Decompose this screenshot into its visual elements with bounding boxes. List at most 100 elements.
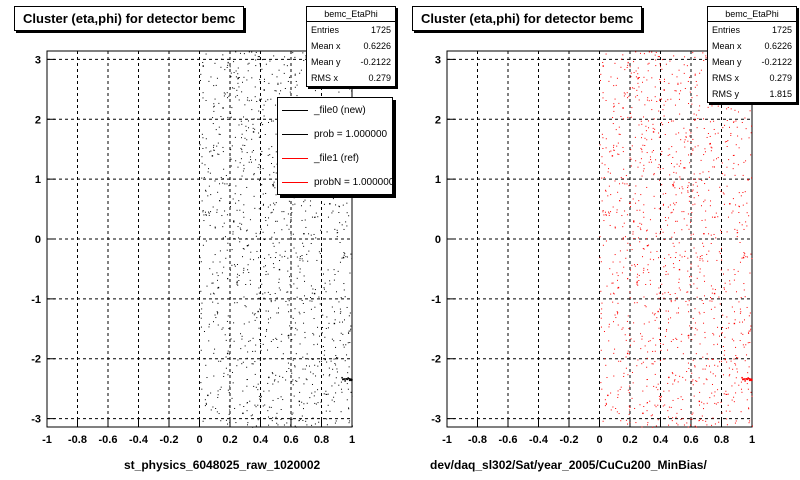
scatter-point — [675, 337, 677, 339]
scatter-point — [340, 381, 342, 383]
scatter-point — [261, 68, 263, 70]
scatter-point — [695, 181, 697, 183]
scatter-point — [625, 257, 627, 259]
scatter-point — [651, 138, 653, 140]
scatter-point — [237, 67, 239, 69]
scatter-point — [612, 292, 614, 294]
scatter-point — [303, 311, 305, 313]
scatter-point — [271, 73, 273, 75]
scatter-point — [255, 232, 257, 234]
scatter-point — [649, 400, 651, 402]
scatter-point — [748, 330, 750, 332]
scatter-point — [323, 203, 325, 205]
scatter-point — [275, 151, 277, 153]
scatter-point — [205, 364, 207, 366]
scatter-point — [284, 87, 286, 89]
scatter-point — [610, 211, 612, 213]
scatter-point — [709, 300, 711, 302]
scatter-point — [230, 76, 232, 78]
scatter-point — [252, 350, 254, 352]
scatter-point — [625, 419, 627, 421]
scatter-point — [671, 211, 673, 213]
scatter-point — [258, 56, 260, 58]
scatter-point — [750, 379, 752, 382]
scatter-point — [248, 271, 250, 273]
stats-label: Mean y — [712, 57, 742, 67]
scatter-point — [226, 92, 228, 94]
scatter-point — [633, 72, 635, 74]
scatter-point — [247, 120, 249, 122]
scatter-point — [246, 385, 248, 387]
scatter-point — [259, 179, 261, 181]
scatter-point — [217, 394, 219, 396]
scatter-point — [668, 217, 670, 219]
scatter-point — [676, 338, 678, 340]
scatter-point — [289, 284, 291, 286]
scatter-point — [648, 100, 650, 102]
scatter-point — [255, 425, 257, 427]
scatter-point — [685, 379, 687, 381]
scatter-point — [609, 172, 611, 174]
scatter-point — [338, 384, 340, 386]
scatter-point — [713, 166, 715, 168]
scatter-point — [733, 154, 735, 156]
scatter-point — [228, 391, 230, 393]
scatter-point — [660, 343, 662, 345]
scatter-point — [327, 87, 329, 89]
scatter-point — [301, 415, 303, 417]
scatter-point — [672, 339, 674, 341]
scatter-point — [670, 257, 672, 259]
x-tick-label: 0.2 — [622, 434, 637, 446]
scatter-point — [326, 316, 328, 318]
scatter-point — [242, 144, 244, 146]
scatter-point — [624, 183, 626, 185]
scatter-point — [228, 328, 230, 330]
scatter-point — [229, 421, 231, 423]
scatter-point — [740, 411, 742, 413]
scatter-point — [229, 334, 231, 336]
scatter-point — [709, 142, 711, 144]
scatter-point — [713, 216, 715, 218]
scatter-point — [623, 168, 625, 170]
scatter-point — [335, 364, 337, 366]
scatter-point — [627, 97, 629, 99]
scatter-point — [322, 273, 324, 275]
scatter-point — [681, 256, 683, 258]
scatter-point — [253, 118, 255, 120]
scatter-point — [217, 275, 219, 277]
scatter-point — [217, 142, 219, 144]
scatter-point — [671, 372, 673, 374]
scatter-point — [270, 299, 272, 301]
scatter-point — [333, 87, 335, 89]
scatter-point — [601, 177, 603, 179]
scatter-point — [287, 291, 289, 293]
scatter-point — [696, 287, 698, 289]
scatter-point — [306, 253, 308, 255]
scatter-point — [646, 379, 648, 381]
stats-value: 1725 — [771, 25, 792, 35]
scatter-point — [254, 128, 256, 130]
scatter-point — [727, 393, 729, 395]
scatter-point — [730, 134, 732, 136]
scatter-point — [668, 406, 670, 408]
x-tick-label: 0.4 — [653, 434, 669, 446]
scatter-point — [241, 151, 243, 153]
scatter-point — [717, 365, 719, 367]
scatter-point — [654, 373, 656, 375]
scatter-point — [736, 236, 738, 238]
scatter-point — [251, 414, 253, 416]
scatter-point — [251, 138, 253, 140]
scatter-point — [255, 65, 257, 67]
scatter-point — [657, 389, 659, 391]
scatter-point — [667, 349, 669, 351]
scatter-point — [246, 379, 248, 381]
scatter-point — [231, 249, 233, 251]
scatter-point — [627, 423, 629, 425]
scatter-point — [634, 193, 636, 195]
scatter-point — [260, 399, 262, 401]
scatter-point — [658, 395, 660, 397]
scatter-point — [274, 90, 276, 92]
x-tick-label: 0.6 — [283, 434, 298, 446]
scatter-point — [221, 215, 223, 217]
scatter-point — [254, 313, 256, 315]
